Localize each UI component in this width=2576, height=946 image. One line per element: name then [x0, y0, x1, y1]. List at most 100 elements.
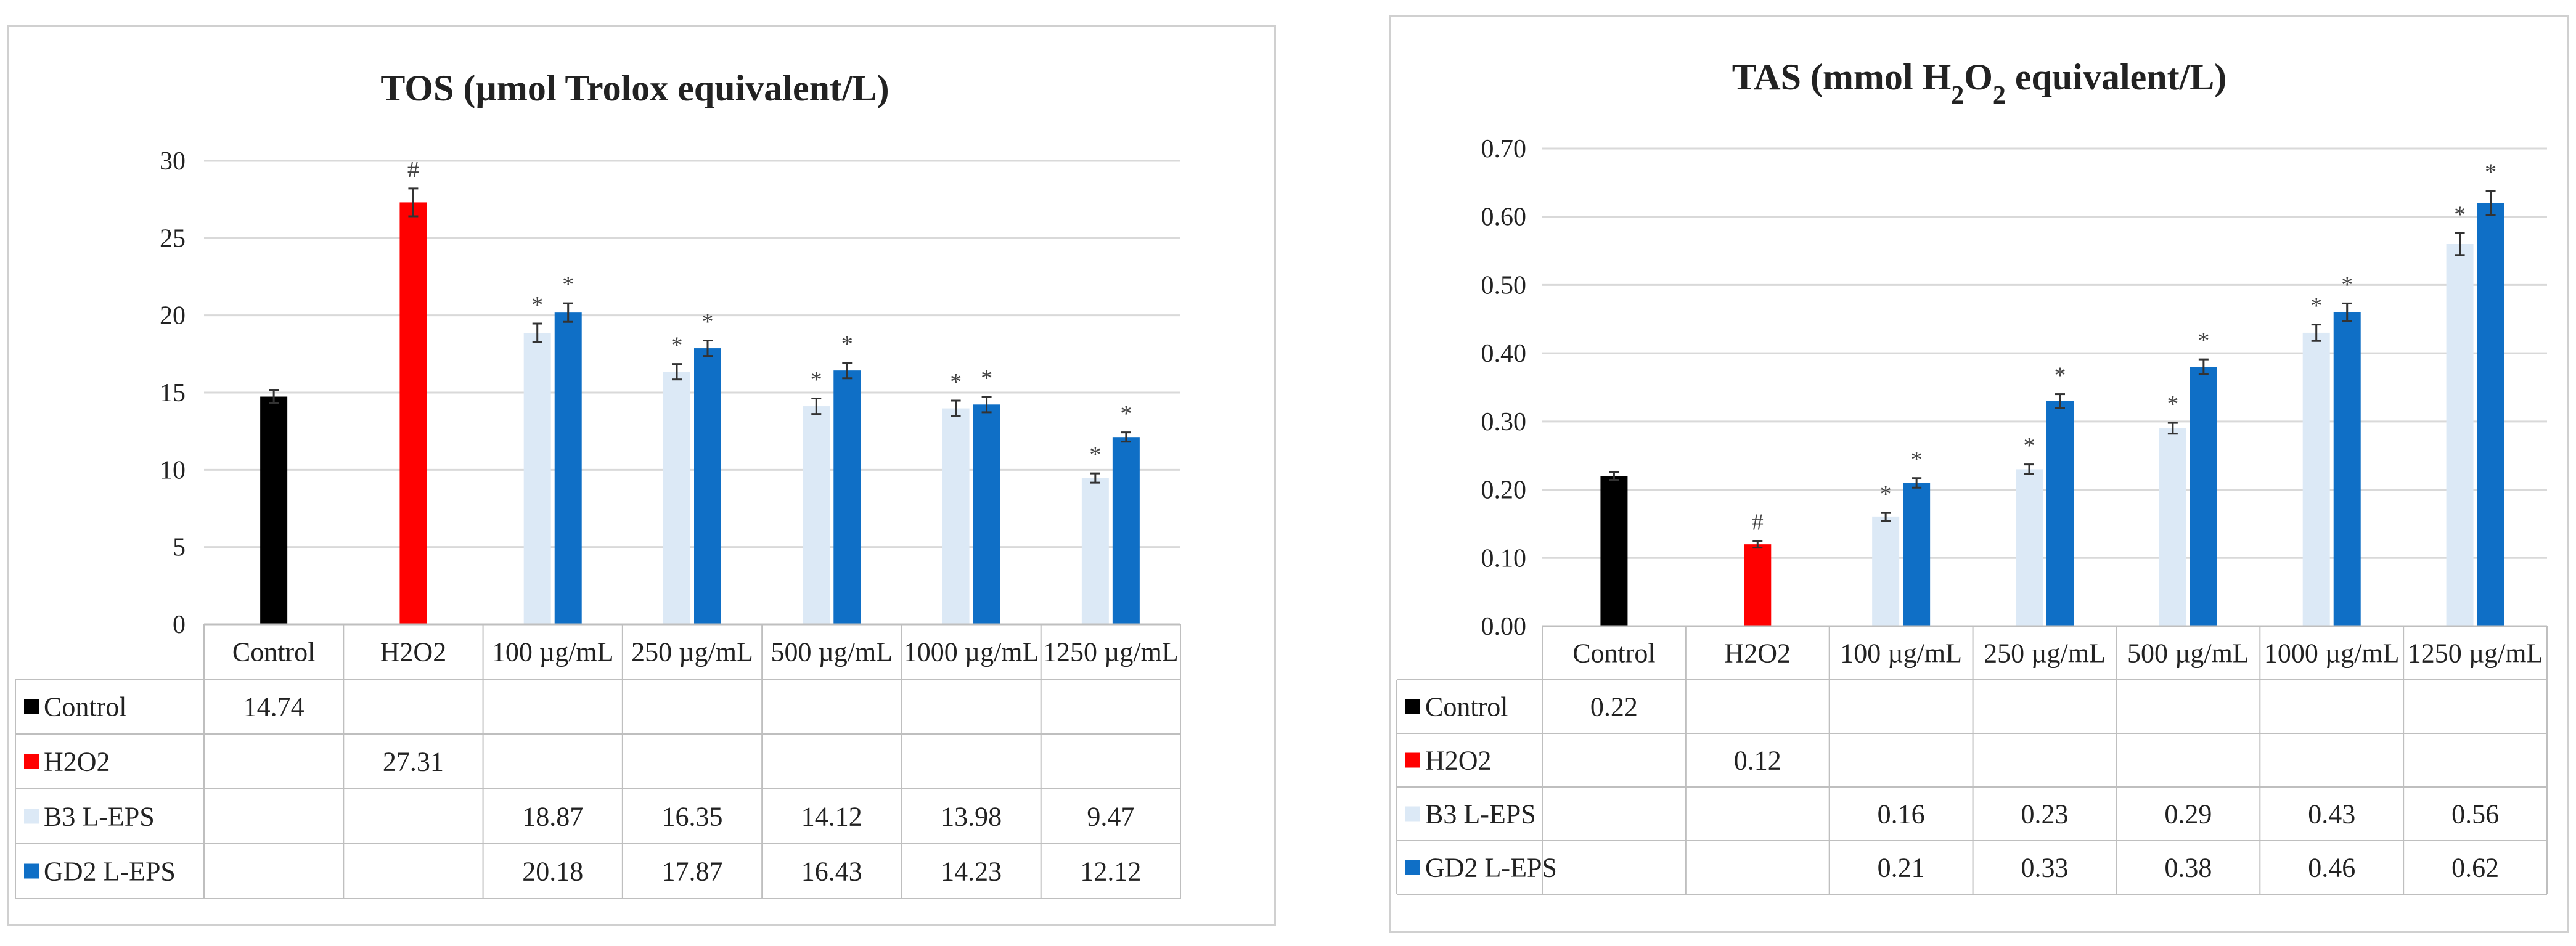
x-category-label: 250 µg/mL [1984, 638, 2106, 669]
chart-title-subscript: 2 [1993, 81, 2006, 110]
bar [554, 312, 582, 624]
y-tick-label: 0 [173, 611, 186, 639]
legend-label: H2O2 [44, 747, 110, 777]
x-category-label: 500 µg/mL [2127, 638, 2249, 669]
data-label: 14.23 [941, 857, 1002, 887]
bar [2477, 203, 2504, 627]
significance-mark: * [2341, 272, 2353, 298]
x-category-label: 250 µg/mL [631, 637, 753, 667]
bar [2046, 401, 2074, 626]
data-label: 0.16 [1878, 799, 1925, 830]
x-category-label: 1250 µg/mL [2408, 638, 2543, 669]
bar [942, 408, 970, 624]
legend-label: B3 L-EPS [1425, 799, 1536, 830]
legend-swatch [24, 863, 39, 879]
bar [2333, 312, 2361, 626]
data-label: 0.29 [2164, 799, 2212, 830]
legend-label: Control [44, 692, 126, 722]
data-label: 20.18 [522, 857, 583, 887]
data-label: 16.43 [801, 857, 862, 887]
y-tick-label: 10 [160, 456, 186, 484]
data-label: 0.33 [2021, 853, 2069, 883]
x-category-label: 100 µg/mL [492, 637, 614, 667]
data-label: 0.46 [2308, 853, 2355, 883]
y-tick-label: 0.20 [1481, 476, 1527, 505]
y-tick-label: 0.40 [1481, 340, 1527, 368]
data-label: 0.21 [1878, 853, 1925, 883]
significance-mark: * [950, 369, 962, 395]
bar [803, 406, 830, 624]
significance-mark: * [811, 367, 822, 393]
y-tick-label: 0.00 [1481, 613, 1527, 641]
legend-label: H2O2 [1425, 746, 1492, 776]
bar [663, 372, 690, 624]
chart-title: TAS (mmol H2O2 equivalent/L) [1732, 57, 2227, 110]
bar [1744, 544, 1772, 626]
significance-mark: * [531, 292, 543, 318]
x-category-label: H2O2 [1725, 638, 1791, 669]
legend-swatch [24, 754, 39, 769]
data-label: 0.23 [2021, 799, 2069, 830]
x-category-label: Control [1572, 638, 1655, 669]
significance-mark: * [702, 309, 714, 335]
data-label: 12.12 [1080, 857, 1141, 887]
bar [523, 332, 551, 624]
bar [2446, 244, 2474, 626]
data-label: 0.38 [2164, 853, 2212, 883]
y-tick-label: 20 [160, 302, 186, 330]
data-label: 17.87 [662, 857, 723, 887]
significance-mark: * [2024, 433, 2035, 459]
significance-mark: * [2485, 160, 2496, 186]
x-category-label: 1000 µg/mL [904, 637, 1039, 667]
y-tick-label: 30 [160, 147, 186, 176]
significance-mark: * [2198, 328, 2209, 354]
data-label: 9.47 [1087, 802, 1134, 832]
significance-mark: # [1752, 510, 1764, 536]
legend-swatch [24, 809, 39, 824]
tos-chart: TOS (µmol Trolox equivalent/L) 0 5 10 15 20 25… [15, 68, 1181, 899]
bar [694, 348, 721, 624]
y-tick-label: 0.30 [1481, 408, 1527, 436]
significance-mark: * [671, 333, 683, 359]
x-category-label: 1250 µg/mL [1043, 637, 1179, 667]
bar [973, 404, 1000, 624]
y-tick-label: 0.50 [1481, 271, 1527, 300]
legend-swatch [1405, 806, 1420, 822]
chart-title-main: TAS (mmol H [1732, 57, 1952, 97]
bar [2302, 332, 2330, 626]
x-category-label: H2O2 [380, 637, 447, 667]
data-label: 14.74 [243, 692, 305, 722]
significance-mark: * [2454, 202, 2466, 227]
bar [1903, 483, 1931, 626]
bar [1081, 478, 1109, 624]
data-label: 0.22 [1590, 692, 1638, 722]
bar [260, 396, 288, 624]
bar [2159, 428, 2186, 626]
significance-mark: * [2055, 363, 2066, 389]
x-category-label: Control [232, 637, 315, 667]
data-label: 14.12 [801, 802, 862, 832]
significance-mark: * [841, 332, 853, 357]
x-category-label: 1000 µg/mL [2264, 638, 2400, 669]
bar [1112, 437, 1140, 624]
chart-title-subscript: 2 [1951, 81, 1964, 110]
bar [399, 202, 427, 624]
data-label: 18.87 [522, 802, 583, 832]
legend-swatch [1405, 752, 1420, 768]
tas-chart-panel: TAS (mmol H2O2 equivalent/L) 0.00 0.10 0.20… [1389, 15, 2569, 933]
y-tick-label: 25 [160, 224, 186, 253]
bar [1872, 516, 1900, 626]
chart-title-tail: equivalent/L) [2006, 57, 2226, 97]
data-label: 0.62 [2451, 853, 2499, 883]
significance-mark: * [1089, 442, 1101, 468]
significance-mark: * [981, 365, 992, 391]
significance-mark: * [2310, 293, 2322, 319]
x-category-label: 100 µg/mL [1840, 638, 1962, 669]
chart-title: TOS (µmol Trolox equivalent/L) [380, 68, 889, 108]
significance-mark: * [1120, 401, 1132, 427]
significance-mark: * [1880, 481, 1892, 507]
data-label: 27.31 [383, 747, 444, 777]
bar [833, 370, 861, 624]
significance-mark: * [1911, 447, 1923, 473]
data-label: 16.35 [662, 802, 723, 832]
